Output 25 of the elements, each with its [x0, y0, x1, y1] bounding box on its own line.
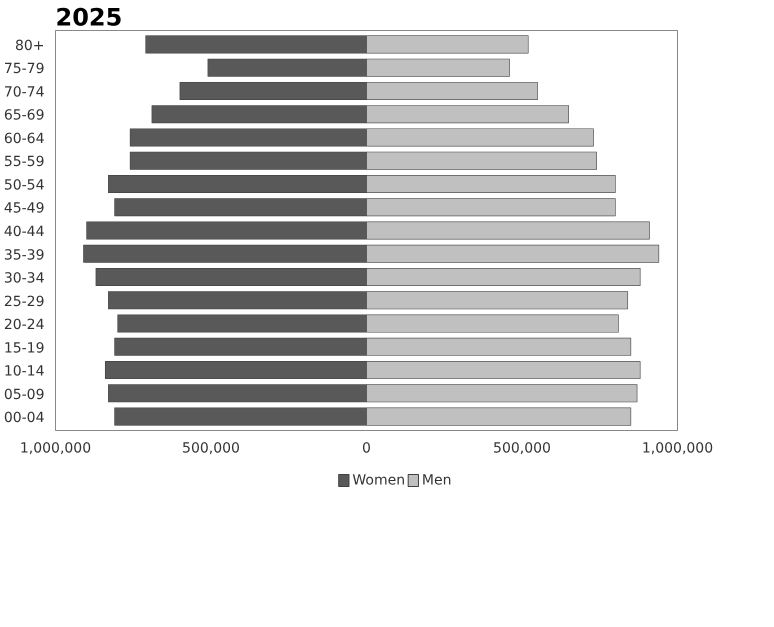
- y-tick-label: 40-44: [4, 224, 45, 240]
- y-tick-label: 45-49: [4, 200, 45, 217]
- x-tick-label: 1,000,000: [20, 440, 92, 456]
- legend-label: Women: [352, 472, 406, 488]
- y-tick-label: 30-34: [4, 270, 45, 287]
- x-tick-label: 500,000: [493, 440, 551, 456]
- y-tick-label: 55-59: [4, 154, 45, 170]
- y-tick-label: 80+: [14, 38, 44, 54]
- legend-label: Men: [422, 472, 452, 488]
- y-tick-label: 15-19: [4, 340, 45, 356]
- y-tick-label: 05-09: [4, 386, 45, 403]
- y-tick-label: 75-79: [4, 61, 45, 78]
- y-tick-label: 20-24: [4, 317, 45, 334]
- y-tick-label: 10-14: [4, 364, 45, 380]
- y-tick-label: 35-39: [4, 247, 45, 264]
- y-tick-label: 65-69: [4, 108, 45, 124]
- x-tick-label: 500,000: [182, 440, 240, 456]
- y-tick-label: 50-54: [4, 177, 45, 194]
- y-tick-label: 00-04: [4, 410, 45, 426]
- x-tick-label: 0: [362, 440, 371, 456]
- y-tick-label: 70-74: [4, 84, 45, 100]
- y-tick-label: 60-64: [4, 130, 45, 147]
- y-tick-label: 25-29: [4, 294, 45, 310]
- chart-title: 2025: [56, 4, 122, 32]
- x-tick-label: 1,000,000: [642, 440, 714, 456]
